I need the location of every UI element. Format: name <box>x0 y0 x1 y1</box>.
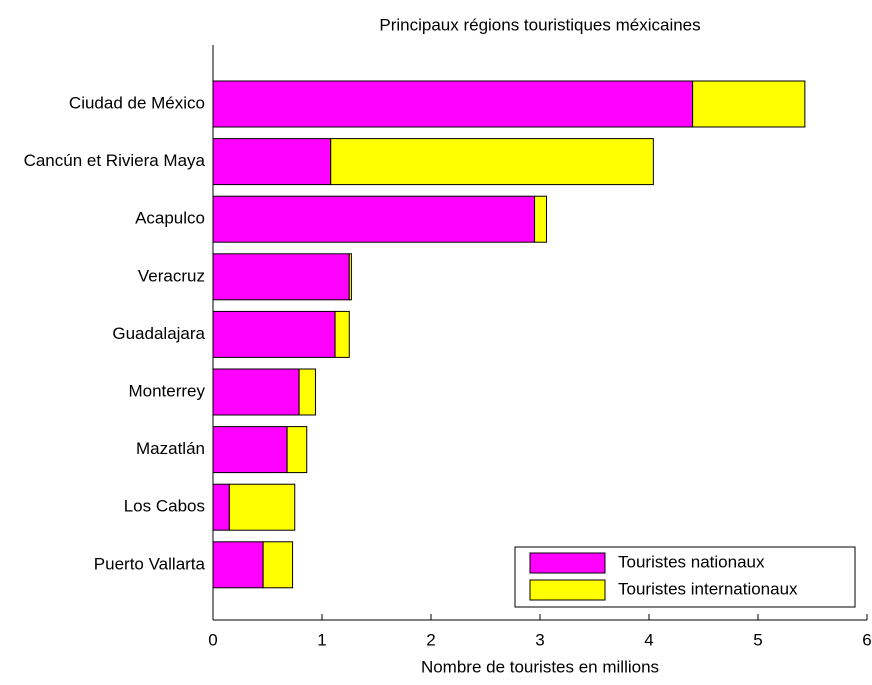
x-axis-label: Nombre de touristes en millions <box>421 657 659 676</box>
x-tick-label: 3 <box>535 630 544 649</box>
y-tick-label: Los Cabos <box>124 497 205 516</box>
legend-swatch <box>529 579 606 601</box>
x-tick-label: 1 <box>317 630 326 649</box>
x-tick-label: 5 <box>753 630 762 649</box>
bar <box>212 368 300 416</box>
y-tick-label: Veracruz <box>138 266 205 285</box>
x-tick-label: 2 <box>426 630 435 649</box>
y-tick-label: Monterrey <box>128 381 205 400</box>
bar <box>348 253 352 301</box>
bar <box>212 541 264 589</box>
bar <box>212 138 332 186</box>
bar <box>286 426 308 474</box>
x-tick-label: 6 <box>862 630 871 649</box>
legend-swatch <box>529 552 606 574</box>
chart-title: Principaux régions touristiques méxicain… <box>379 15 700 34</box>
legend-label: Touristes nationaux <box>618 552 765 571</box>
bar <box>212 253 350 301</box>
y-tick-label: Cancún et Riviera Maya <box>24 151 206 170</box>
x-tick-label: 4 <box>644 630 653 649</box>
y-tick-label: Ciudad de México <box>69 93 205 112</box>
bar <box>298 368 316 416</box>
bar <box>228 483 296 531</box>
y-tick-label: Mazatlán <box>136 439 205 458</box>
x-tick-label: 0 <box>208 630 217 649</box>
bar <box>212 426 288 474</box>
bar <box>334 310 350 358</box>
bar <box>212 80 694 128</box>
bar <box>330 138 654 186</box>
bar <box>534 195 548 243</box>
y-tick-label: Puerto Vallarta <box>94 554 206 573</box>
legend-label: Touristes internationaux <box>618 579 798 598</box>
y-tick-label: Acapulco <box>135 209 205 228</box>
bar <box>212 483 230 531</box>
bar <box>262 541 294 589</box>
bar <box>692 80 806 128</box>
bar <box>212 310 336 358</box>
y-tick-label: Guadalajara <box>112 324 205 343</box>
bar <box>212 195 536 243</box>
